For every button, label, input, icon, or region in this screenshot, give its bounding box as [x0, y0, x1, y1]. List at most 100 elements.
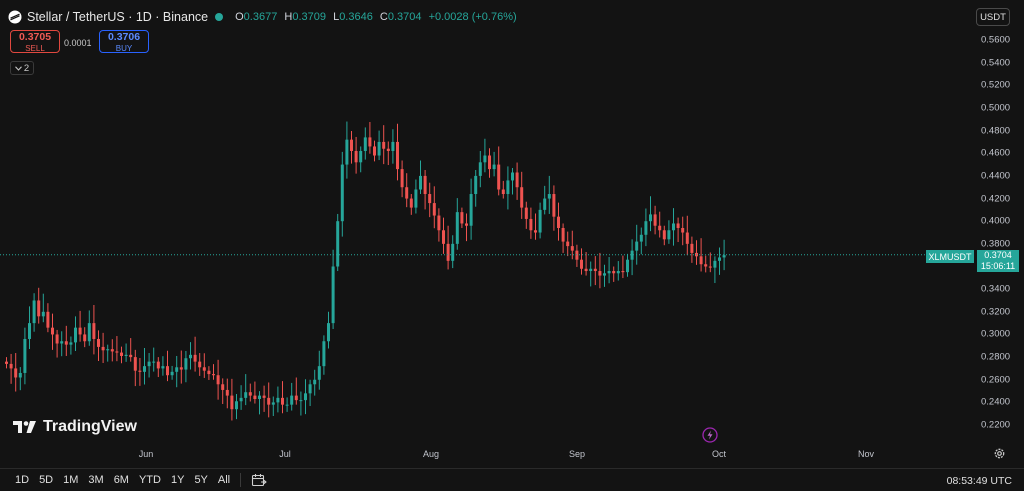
candle-body: [28, 323, 31, 339]
candle-body: [133, 357, 137, 371]
candle-body: [382, 141, 386, 149]
chart-header: Stellar / TetherUS · 1D · Binance O0.367…: [8, 8, 517, 26]
candle-body: [566, 241, 570, 247]
price-axis-label: 0.2200: [981, 419, 1011, 431]
timeframe-6m[interactable]: 6M: [113, 474, 129, 486]
price-axis-label: 0.5000: [981, 102, 1011, 114]
gear-icon[interactable]: [993, 447, 1006, 460]
candle-body: [515, 172, 519, 188]
sell-price: 0.3705: [18, 31, 52, 43]
candle-body: [621, 271, 625, 273]
candle-body: [359, 150, 363, 163]
candle-body: [649, 214, 652, 222]
candle-body: [23, 338, 27, 373]
timeframe-all[interactable]: All: [217, 474, 231, 486]
candle-body: [593, 268, 597, 272]
timeframe-5y[interactable]: 5Y: [194, 474, 208, 486]
candle-body: [428, 194, 432, 204]
stellar-logo-icon: [8, 10, 22, 24]
timeframe-5d[interactable]: 5D: [39, 474, 54, 486]
candle-body: [331, 266, 335, 324]
indicators-toggle[interactable]: 2: [10, 61, 34, 75]
candle-body: [483, 155, 487, 163]
price-axis-label: 0.2600: [981, 374, 1011, 386]
candle-body: [386, 148, 390, 151]
candle-body: [170, 371, 174, 376]
high-value: 0.3709: [292, 11, 326, 23]
time-axis-label: Sep: [568, 449, 586, 459]
buy-button[interactable]: 0.3706 BUY: [99, 30, 149, 53]
timeframe-1m[interactable]: 1M: [63, 474, 79, 486]
candle-body: [64, 341, 68, 345]
candle-body: [492, 164, 496, 170]
low-value: 0.3646: [339, 11, 373, 23]
candle-body: [221, 384, 225, 390]
currency-button[interactable]: USDT: [976, 8, 1010, 26]
candle-body: [667, 230, 671, 240]
candle-body: [235, 401, 238, 410]
candle-body: [41, 311, 45, 317]
buy-price: 0.3706: [107, 31, 141, 43]
candle-body: [598, 271, 602, 276]
lightning-icon[interactable]: [702, 427, 718, 443]
price-axis-label: 0.4400: [981, 170, 1011, 182]
candle-body: [161, 366, 165, 369]
candle-body: [635, 241, 639, 251]
timeframe-3m[interactable]: 3M: [88, 474, 104, 486]
candle-body: [83, 334, 87, 342]
candle-body: [547, 194, 551, 199]
candle-body: [317, 366, 321, 380]
watermark-text: TradingView: [43, 418, 137, 435]
candle-body: [308, 384, 312, 394]
candle-body: [281, 397, 284, 405]
timeframe-ytd[interactable]: YTD: [138, 474, 161, 486]
time-axis-label: Nov: [857, 449, 875, 459]
candle-body: [258, 395, 261, 400]
price-axis-label: 0.3800: [981, 238, 1011, 250]
candle-body: [368, 137, 372, 147]
symbol-title[interactable]: Stellar / TetherUS · 1D · Binance: [27, 10, 209, 24]
symbol-price-tag: XLMUSDT: [926, 250, 974, 263]
timeframe-1y[interactable]: 1Y: [170, 474, 185, 486]
tradingview-watermark[interactable]: TradingView: [13, 418, 137, 436]
candle-body: [216, 375, 220, 385]
candle-body: [722, 255, 726, 258]
candle-body: [718, 257, 721, 261]
candle-body: [377, 141, 381, 156]
ohlc-values: O0.3677 H0.3709 L0.3646 C0.3704 +0.0028 …: [231, 11, 517, 23]
candle-body: [101, 346, 105, 351]
sell-button[interactable]: 0.3705 SELL: [10, 30, 60, 53]
candle-body: [14, 368, 18, 378]
price-axis-label: 0.3200: [981, 306, 1011, 318]
calendar-icon[interactable]: [251, 473, 267, 487]
candle-body: [189, 354, 192, 359]
candle-body: [405, 187, 409, 199]
open-value: 0.3677: [243, 11, 278, 23]
timeframe-1d[interactable]: 1D: [15, 474, 30, 486]
candle-body: [322, 341, 326, 367]
candle-body: [626, 259, 629, 273]
candle-body: [143, 366, 146, 372]
price-axis-label: 0.5200: [981, 79, 1011, 91]
candle-body: [46, 311, 50, 328]
candle-body: [704, 264, 708, 267]
candle-body: [354, 150, 358, 163]
candle-body: [253, 395, 257, 400]
close-value: 0.3704: [387, 11, 422, 23]
candle-body: [97, 338, 100, 347]
candle-body: [423, 175, 427, 195]
candle-body: [304, 393, 307, 401]
candle-body: [138, 370, 142, 372]
utc-clock[interactable]: 08:53:49 UTC: [946, 475, 1012, 487]
candles-group: [5, 121, 726, 421]
candle-body: [152, 361, 156, 363]
candle-body: [580, 259, 583, 269]
candle-countdown: 15:06:11: [980, 260, 1016, 271]
candle-body: [488, 155, 491, 170]
candle-body: [570, 246, 574, 251]
candle-body: [207, 370, 211, 375]
last-price-value: 0.3704: [984, 250, 1012, 260]
candle-body: [55, 334, 59, 344]
candle-body: [419, 175, 422, 190]
